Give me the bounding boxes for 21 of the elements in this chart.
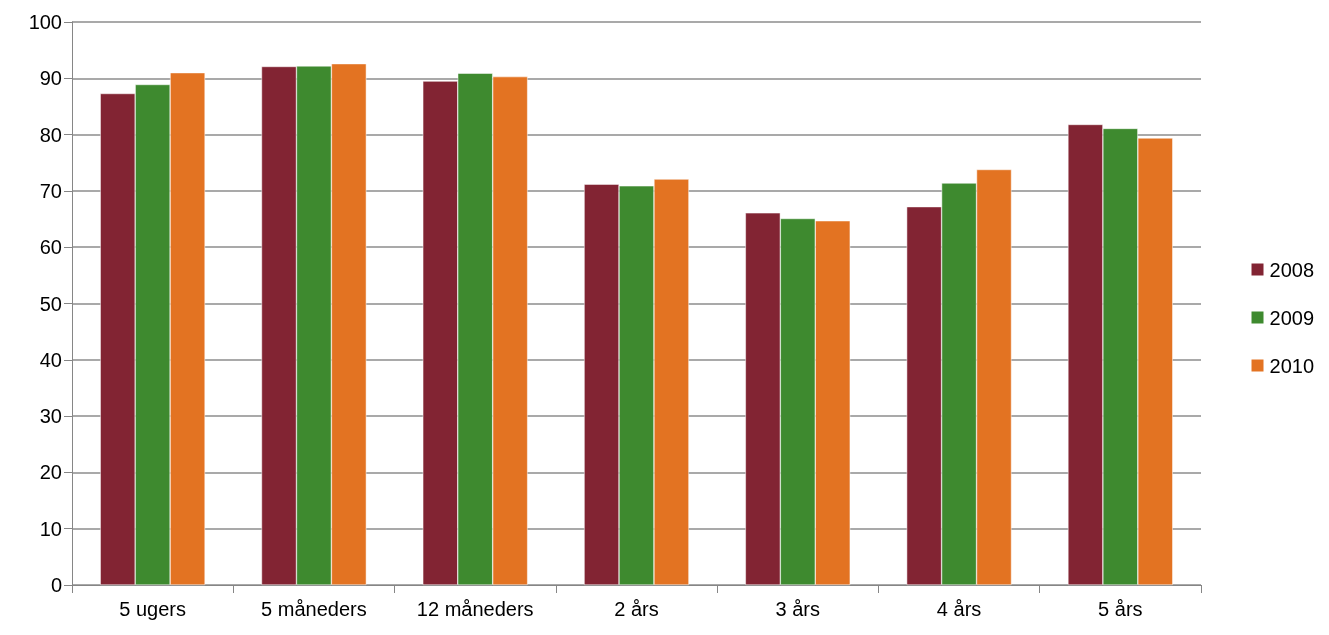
legend-label: 2010 — [1269, 354, 1315, 377]
y-tick-label: 0 — [50, 574, 62, 596]
legend-label: 2008 — [1269, 258, 1315, 281]
x-tick-label: 2 års — [614, 598, 659, 620]
legend-label: 2009 — [1269, 306, 1315, 329]
y-tick-label: 90 — [39, 67, 62, 90]
y-tick-label: 40 — [39, 348, 62, 371]
y-tick-label: 70 — [39, 179, 62, 202]
y-tick-label: 50 — [39, 292, 62, 315]
y-tick-label: 30 — [39, 405, 62, 428]
x-tick-label: 5 måneders — [261, 598, 367, 620]
x-tick-label: 12 måneders — [416, 598, 534, 620]
y-tick-label: 100 — [28, 11, 62, 33]
x-tick-label: 5 ugers — [119, 598, 186, 620]
x-tick-label: 5 års — [1098, 598, 1143, 620]
y-tick-label: 10 — [39, 517, 62, 540]
x-tick-label: 3 års — [775, 598, 821, 620]
y-tick-label: 60 — [39, 236, 62, 259]
y-tick-label: 20 — [39, 461, 62, 484]
y-tick-label: 80 — [39, 123, 62, 146]
x-tick-label: 4 års — [936, 598, 982, 620]
